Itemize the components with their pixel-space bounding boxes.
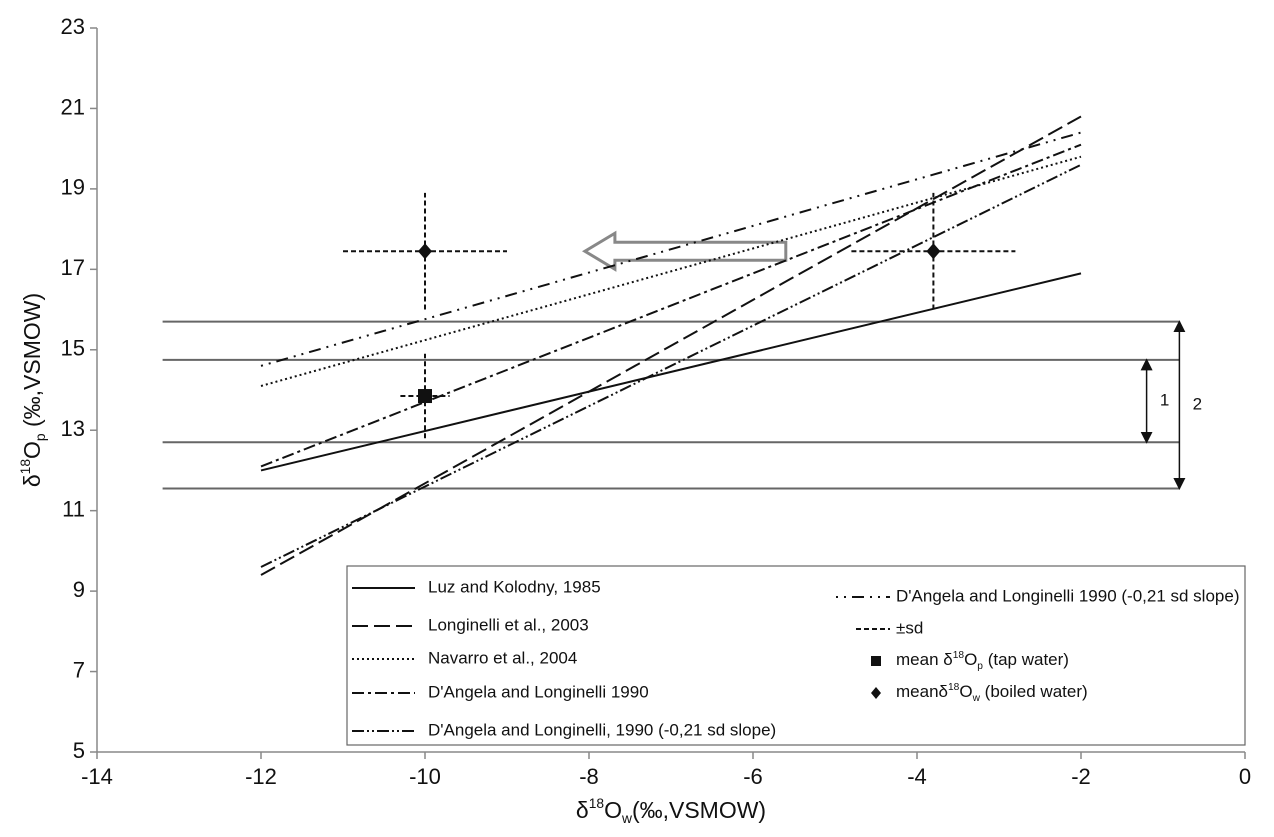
- x-axis-label: δ18Ow(‰,VSMOW): [576, 796, 766, 826]
- legend-label: D'Angela and Longinelli 1990: [428, 682, 649, 701]
- marker-square: [871, 656, 881, 666]
- y-axis-label: δ18Op (‰,VSMOW): [18, 293, 48, 487]
- legend-label-part: mean δ: [896, 650, 953, 669]
- legend-label-sub: w: [972, 693, 981, 704]
- legend-label: ±sd: [896, 618, 923, 637]
- y-axis-label-sub: p: [33, 433, 48, 441]
- series-line: [260, 155, 1082, 387]
- series-line: [260, 272, 1082, 472]
- legend-label: Longinelli et al., 2003: [428, 615, 589, 634]
- y-axis-label-part: O: [19, 441, 45, 459]
- y-tick-label: 7: [73, 657, 85, 682]
- marker-square: [418, 389, 432, 404]
- legend-label: Navarro et al., 2004: [428, 648, 577, 667]
- series-line: [260, 163, 1082, 568]
- bracket-label: 1: [1160, 391, 1169, 410]
- y-tick-label: 23: [61, 14, 85, 39]
- legend-label-part: (tap water): [983, 650, 1069, 669]
- x-axis-label-part: (‰,VSMOW): [632, 797, 766, 823]
- y-axis-label-sup: 18: [18, 459, 33, 475]
- y-tick-label: 13: [61, 416, 85, 441]
- x-tick-label: -4: [907, 764, 927, 789]
- x-tick-label: -10: [409, 764, 441, 789]
- y-axis-label-part: (‰,VSMOW): [19, 293, 45, 434]
- bracket-label: 2: [1193, 395, 1202, 414]
- y-axis-label-part: δ: [19, 474, 45, 487]
- marker-diamond: [871, 687, 881, 699]
- y-tick-label: 15: [61, 336, 85, 361]
- y-tick-label: 17: [61, 255, 85, 280]
- legend-label-part: (boiled water): [980, 682, 1088, 701]
- series-line: [260, 115, 1082, 576]
- legend-label: D'Angela and Longinelli 1990 (-0,21 sd s…: [896, 586, 1239, 605]
- x-axis-label-part: δ: [576, 797, 589, 823]
- series-line: [260, 131, 1082, 367]
- legend-label-sub: p: [977, 661, 983, 672]
- x-tick-label: -12: [245, 764, 277, 789]
- x-tick-label: -2: [1071, 764, 1091, 789]
- legend-label-part: meanδ: [896, 682, 948, 701]
- series-line: [260, 143, 1082, 468]
- y-tick-label: 9: [73, 577, 85, 602]
- legend-label: meanδ18Ow (boiled water): [896, 682, 1088, 704]
- legend-box: [346, 565, 1246, 746]
- legend-label-part: O: [959, 682, 972, 701]
- y-tick-label: 21: [61, 94, 85, 119]
- x-tick-label: -6: [743, 764, 763, 789]
- x-tick-label: 0: [1239, 764, 1251, 789]
- x-axis-label-sup: 18: [589, 796, 605, 811]
- y-tick-label: 11: [62, 496, 85, 521]
- x-tick-label: -14: [81, 764, 113, 789]
- legend-label: mean δ18Op (tap water): [896, 650, 1069, 672]
- marker-diamond: [926, 243, 941, 260]
- legend-label-part: O: [964, 650, 977, 669]
- legend-label-sup: 18: [953, 650, 965, 661]
- legend-label: D'Angela and Longinelli, 1990 (-0,21 sd …: [428, 720, 776, 739]
- direction-arrow: [581, 230, 788, 272]
- legend-label: Luz and Kolodny, 1985: [428, 577, 601, 596]
- legend-label-sup: 18: [948, 682, 960, 693]
- y-tick-label: 5: [73, 738, 85, 763]
- x-tick-label: -8: [579, 764, 599, 789]
- marker-diamond: [418, 243, 432, 260]
- y-tick-label: 19: [61, 175, 85, 200]
- x-axis-label-part: O: [604, 797, 622, 823]
- x-axis-label-sub: w: [621, 811, 632, 826]
